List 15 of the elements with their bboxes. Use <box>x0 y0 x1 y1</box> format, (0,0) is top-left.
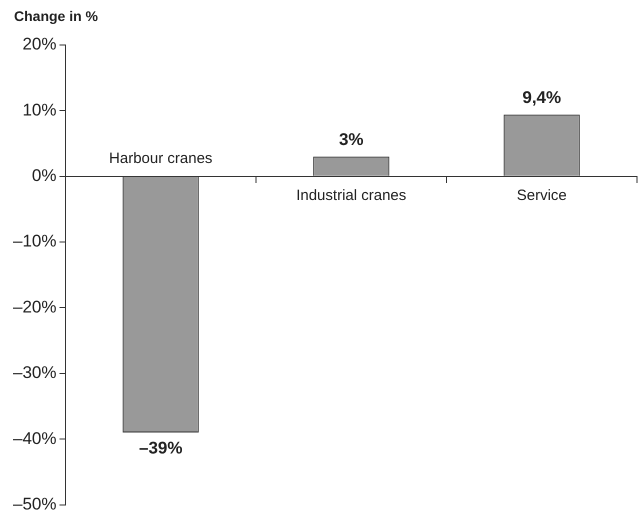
x-tick-label: Service <box>516 187 567 204</box>
data-label: 3% <box>338 130 364 149</box>
y-axis-title: Change in % <box>14 8 99 24</box>
data-label: –39% <box>138 438 182 458</box>
y-tick-label: –50% <box>12 494 56 514</box>
y-tick-label: 0% <box>32 166 56 186</box>
data-label: 9,4% <box>522 88 562 107</box>
x-tick-label: Industrial cranes <box>296 187 406 204</box>
y-tick-label: 10% <box>22 100 56 120</box>
y-tick-label: 20% <box>22 34 56 54</box>
x-tick-label: Harbour cranes <box>109 150 212 168</box>
y-tick-label: –10% <box>12 232 56 251</box>
y-tick-label: –20% <box>12 297 56 316</box>
y-tick-label: –40% <box>12 428 56 448</box>
y-tick-label: –30% <box>12 363 56 382</box>
